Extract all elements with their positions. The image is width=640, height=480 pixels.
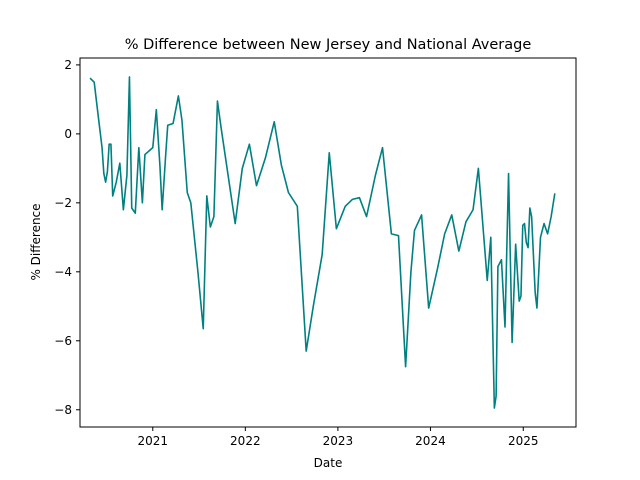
y-axis-label: % Difference <box>29 203 43 280</box>
x-axis-ticks: 2021 2022 2023 2024 2025 <box>138 427 539 448</box>
x-tick-label-2021: 2021 <box>138 434 169 448</box>
chart-title: % Difference between New Jersey and Nati… <box>125 37 532 53</box>
x-tick-label-2025: 2025 <box>508 434 539 448</box>
y-axis-ticks: 2 0 −2 −4 −6 −8 <box>54 58 80 417</box>
y-tick-label--2: −2 <box>54 196 72 210</box>
x-tick-label-2023: 2023 <box>323 434 354 448</box>
y-tick-label-0: 0 <box>64 127 72 141</box>
x-axis-label: Date <box>314 456 343 470</box>
series-line-0 <box>89 76 556 409</box>
y-tick-label--8: −8 <box>54 403 72 417</box>
plot-frame <box>79 57 577 428</box>
y-tick-label--6: −6 <box>54 334 72 348</box>
plot-area <box>89 76 556 409</box>
x-tick-label-2024: 2024 <box>415 434 446 448</box>
y-tick-label--4: −4 <box>54 265 72 279</box>
y-tick-label-2: 2 <box>64 58 72 72</box>
x-tick-label-2022: 2022 <box>230 434 261 448</box>
